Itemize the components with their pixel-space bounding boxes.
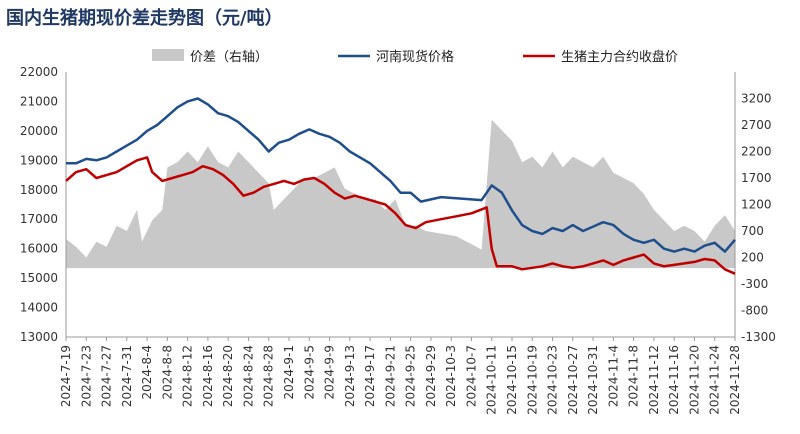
- x-tick-label: 2024-7-19: [59, 345, 73, 407]
- y-left-tick-label: 13000: [20, 330, 58, 344]
- x-tick-label: 2024-9-21: [383, 345, 397, 407]
- x-tick-label: 2024-10-7: [464, 345, 478, 407]
- y-left-tick-label: 17000: [20, 212, 58, 226]
- x-tick-label: 2024-11-24: [708, 345, 722, 415]
- x-tick-label: 2024-9-13: [343, 345, 357, 407]
- x-tick-label: 2024-11-16: [667, 345, 681, 415]
- x-tick-label: 2024-8-20: [221, 345, 235, 407]
- x-tick-label: 2024-8-8: [160, 345, 174, 399]
- x-tick-label: 2024-10-23: [546, 345, 560, 415]
- x-tick-label: 2024-8-28: [262, 345, 276, 407]
- y-right-tick-label: 200: [741, 251, 764, 265]
- legend-spot-label: 河南现货价格: [376, 49, 454, 65]
- x-tick-label: 2024-10-11: [485, 345, 499, 415]
- y-right-tick-label: 2700: [741, 118, 772, 132]
- y-left-tick-label: 22000: [20, 65, 58, 79]
- x-tick-label: 2024-9-1: [282, 345, 296, 399]
- y-left-tick-label: 18000: [20, 183, 58, 197]
- x-tick-label: 2024-10-31: [586, 345, 600, 415]
- x-tick-label: 2024-9-25: [404, 345, 418, 407]
- y-right-tick-label: 700: [741, 224, 764, 238]
- x-tick-label: 2024-8-4: [140, 345, 154, 399]
- y-right-tick-label: 2200: [741, 145, 772, 159]
- chart-title: 国内生猪期现价差走势图（元/吨）: [6, 8, 283, 29]
- x-tick-label: 2024-10-15: [505, 345, 519, 415]
- x-tick-label: 2024-10-27: [566, 345, 580, 415]
- y-left-tick-label: 20000: [20, 124, 58, 138]
- y-right-tick-label: 1200: [741, 198, 772, 212]
- x-tick-label: 2024-10-19: [525, 345, 539, 415]
- y-left-tick-label: 14000: [20, 301, 58, 315]
- x-tick-label: 2024-10-3: [444, 345, 458, 407]
- legend-spread-label: 价差（右轴）: [190, 50, 268, 65]
- y-left-tick-label: 16000: [20, 242, 58, 256]
- y-right-tick-label: -1300: [741, 330, 776, 344]
- x-tick-label: 2024-11-4: [606, 345, 620, 407]
- x-tick-label: 2024-9-17: [363, 345, 377, 407]
- x-tick-label: 2024-7-27: [100, 345, 114, 407]
- x-tick-label: 2024-11-28: [728, 345, 742, 415]
- x-tick-label: 2024-8-12: [181, 345, 195, 407]
- x-tick-label: 2024-9-5: [302, 345, 316, 399]
- x-tick-label: 2024-7-23: [79, 345, 93, 407]
- x-tick-label: 2024-11-8: [627, 345, 641, 407]
- y-right-tick-label: -800: [741, 304, 768, 318]
- x-tick-label: 2024-9-29: [424, 345, 438, 407]
- futures-price-line: [65, 156, 736, 275]
- x-tick-label: 2024-11-20: [687, 345, 701, 415]
- y-right-tick-label: -300: [741, 277, 768, 291]
- legend-futures-label: 生猪主力合约收盘价: [561, 49, 678, 65]
- spot-price-line: [66, 97, 736, 253]
- x-tick-label: 2024-8-24: [241, 345, 255, 407]
- y-right-tick-label: 3200: [741, 92, 772, 106]
- spread-area: [66, 119, 735, 269]
- x-tick-label: 2024-7-31: [120, 345, 134, 407]
- y-left-tick-label: 21000: [20, 94, 58, 108]
- legend-spread-swatch: [152, 49, 184, 61]
- y-right-tick-label: 1700: [741, 171, 772, 185]
- x-tick-label: 2024-11-12: [647, 345, 661, 415]
- y-left-tick-label: 15000: [20, 271, 58, 285]
- x-tick-label: 2024-9-9: [323, 345, 337, 399]
- y-left-tick-label: 19000: [20, 153, 58, 167]
- x-tick-label: 2024-8-16: [201, 345, 215, 407]
